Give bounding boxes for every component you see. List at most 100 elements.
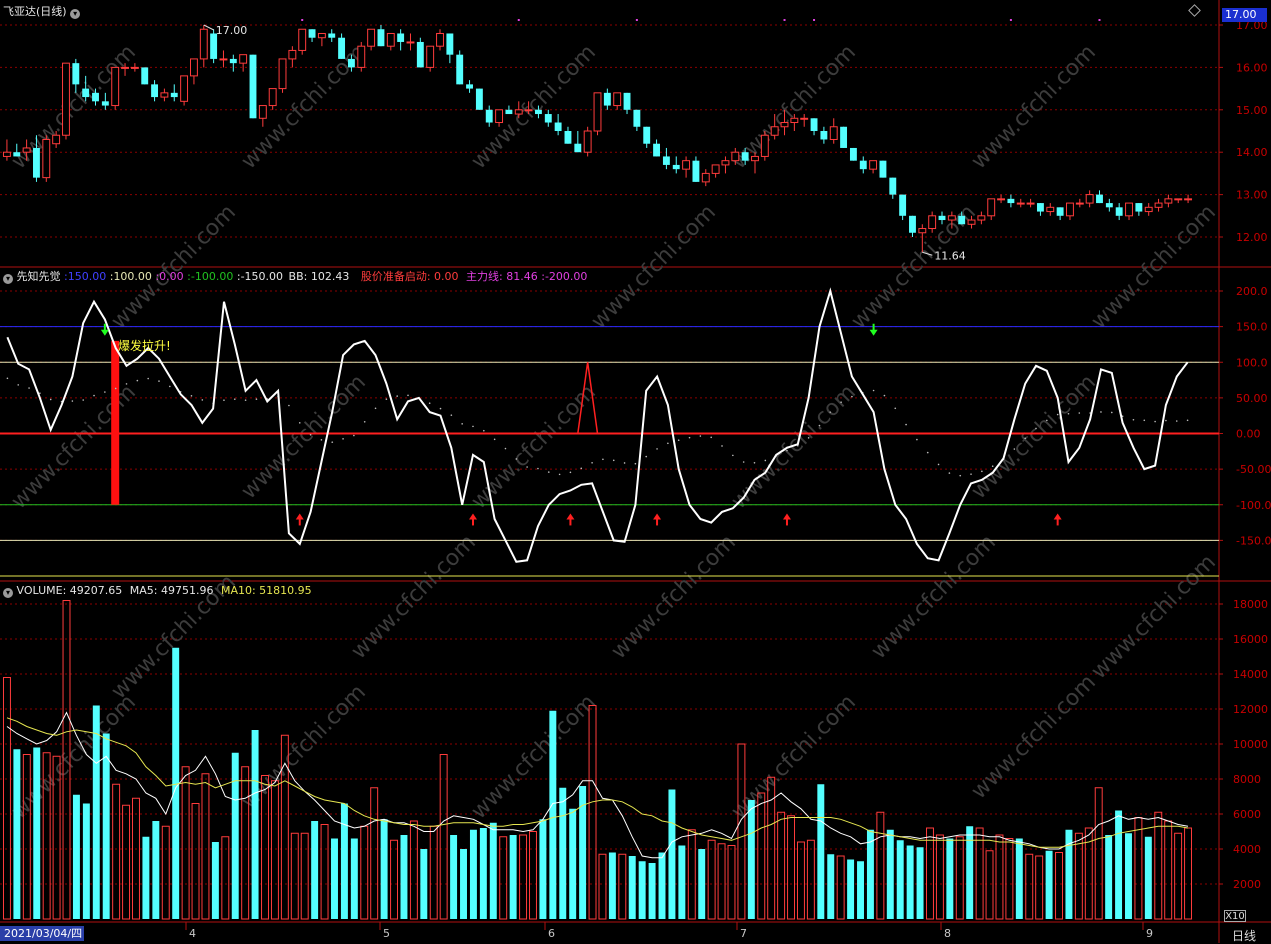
main-force-dot xyxy=(93,394,95,397)
candle-body xyxy=(780,122,789,128)
volume-bar xyxy=(549,710,557,919)
volume-bar xyxy=(579,786,587,919)
candle-body xyxy=(446,33,454,55)
watermark: www.cfchi.com xyxy=(967,670,1101,804)
main-force-dot xyxy=(6,377,9,380)
buy-arrow-icon xyxy=(295,513,304,520)
volume-bar xyxy=(172,647,180,919)
volume-bar xyxy=(787,815,796,920)
volume-bar xyxy=(836,855,845,920)
volume-bar xyxy=(717,843,726,920)
main-force-dot xyxy=(645,455,648,458)
main-force-dot xyxy=(1024,437,1026,440)
main-force-dot xyxy=(39,392,41,394)
period-label[interactable]: 日线 xyxy=(1232,929,1257,943)
volume-bar xyxy=(886,829,894,919)
main-force-dot xyxy=(1175,420,1178,422)
main-force-dot xyxy=(829,411,832,413)
candle-body xyxy=(1066,202,1074,217)
volume-bar xyxy=(62,600,71,920)
volume-bar xyxy=(519,834,528,920)
main-force-dot xyxy=(710,436,712,439)
volume-bar xyxy=(112,783,121,920)
main-force-dot xyxy=(504,447,507,450)
candle-body xyxy=(751,155,759,162)
volume-scale-box: X10 xyxy=(1224,910,1246,922)
price-tick-label: 12.00 xyxy=(1236,231,1268,244)
volume-ma10: MA10: 51810.95 xyxy=(220,584,312,597)
high-price-label: 17.00 xyxy=(216,24,248,37)
candle-body xyxy=(692,160,700,182)
volume-bar xyxy=(152,821,160,919)
main-force-dot xyxy=(353,434,355,437)
volume-bar xyxy=(380,819,388,919)
month-label: 8 xyxy=(944,927,951,940)
candle-body xyxy=(760,134,769,157)
candle-body xyxy=(485,109,493,123)
volume-bar xyxy=(598,853,607,920)
volume-bar xyxy=(469,829,477,919)
main-force-dot xyxy=(634,462,637,465)
candle-body xyxy=(170,92,178,98)
candle-body xyxy=(495,109,504,124)
candle-body xyxy=(1144,206,1153,213)
candle-body xyxy=(938,215,946,221)
volume-bar xyxy=(926,827,934,920)
watermark: www.cfchi.com xyxy=(607,530,741,664)
candle-body xyxy=(1135,203,1143,212)
main-force-dot xyxy=(786,449,788,452)
settings-circle-icon[interactable]: ▾ xyxy=(70,9,81,19)
main-force-dot xyxy=(688,436,691,439)
candle-body xyxy=(613,92,622,107)
main-force-dot xyxy=(82,399,85,401)
volume-bar xyxy=(280,734,289,920)
main-force-dot xyxy=(981,470,983,473)
candle-body xyxy=(1174,198,1183,201)
price-tick-label: 14.00 xyxy=(1236,146,1268,159)
volume-bar xyxy=(479,828,487,919)
volume-bar xyxy=(757,792,766,920)
main-force-dot xyxy=(807,437,810,439)
candle-body xyxy=(593,92,602,132)
main-force-dot xyxy=(1056,413,1059,416)
main-force-dot xyxy=(407,394,409,397)
candle-body xyxy=(899,194,907,216)
price-tick-label: 13.00 xyxy=(1236,189,1268,202)
candle-body xyxy=(92,92,99,102)
indicator-menu-icon[interactable]: ▾ xyxy=(3,274,13,284)
candle-body xyxy=(308,29,316,38)
volume-bar xyxy=(122,804,131,920)
candle-body xyxy=(544,114,552,123)
indicator-tick-label: 0.00 xyxy=(1236,428,1261,441)
candle-body xyxy=(357,45,366,68)
main-force-dot xyxy=(580,467,583,470)
sell-arrow-icon xyxy=(869,329,878,336)
volume-bar xyxy=(876,811,885,920)
volume-menu-icon[interactable]: ▾ xyxy=(3,588,13,598)
candle-body xyxy=(111,66,120,107)
candle-body xyxy=(554,122,562,131)
indicator-tick-label: -150.0 xyxy=(1236,534,1271,547)
main-force-dot xyxy=(526,466,528,468)
ma10-line xyxy=(6,717,1189,848)
price-tick-label: 16.00 xyxy=(1236,61,1268,74)
volume-bar xyxy=(201,773,210,920)
volume-bar xyxy=(1125,833,1132,919)
volume-bar xyxy=(747,800,755,919)
indicator-bb: BB: 102.43 xyxy=(288,270,350,283)
volume-bar xyxy=(935,834,944,920)
volume-bar xyxy=(1055,852,1063,920)
main-force-dot xyxy=(591,461,593,464)
main-force-dot xyxy=(558,473,561,476)
volume-bar xyxy=(648,863,656,919)
candle-body xyxy=(367,28,376,47)
volume-bar xyxy=(320,824,329,920)
candle-body xyxy=(278,58,287,90)
candle-body xyxy=(1036,203,1044,212)
main-force-dot xyxy=(1143,419,1146,422)
candle-body xyxy=(869,160,878,170)
candle-body xyxy=(653,143,661,157)
volume-bar xyxy=(1005,838,1014,920)
candle-body xyxy=(1056,207,1064,216)
candle-body xyxy=(72,63,80,85)
